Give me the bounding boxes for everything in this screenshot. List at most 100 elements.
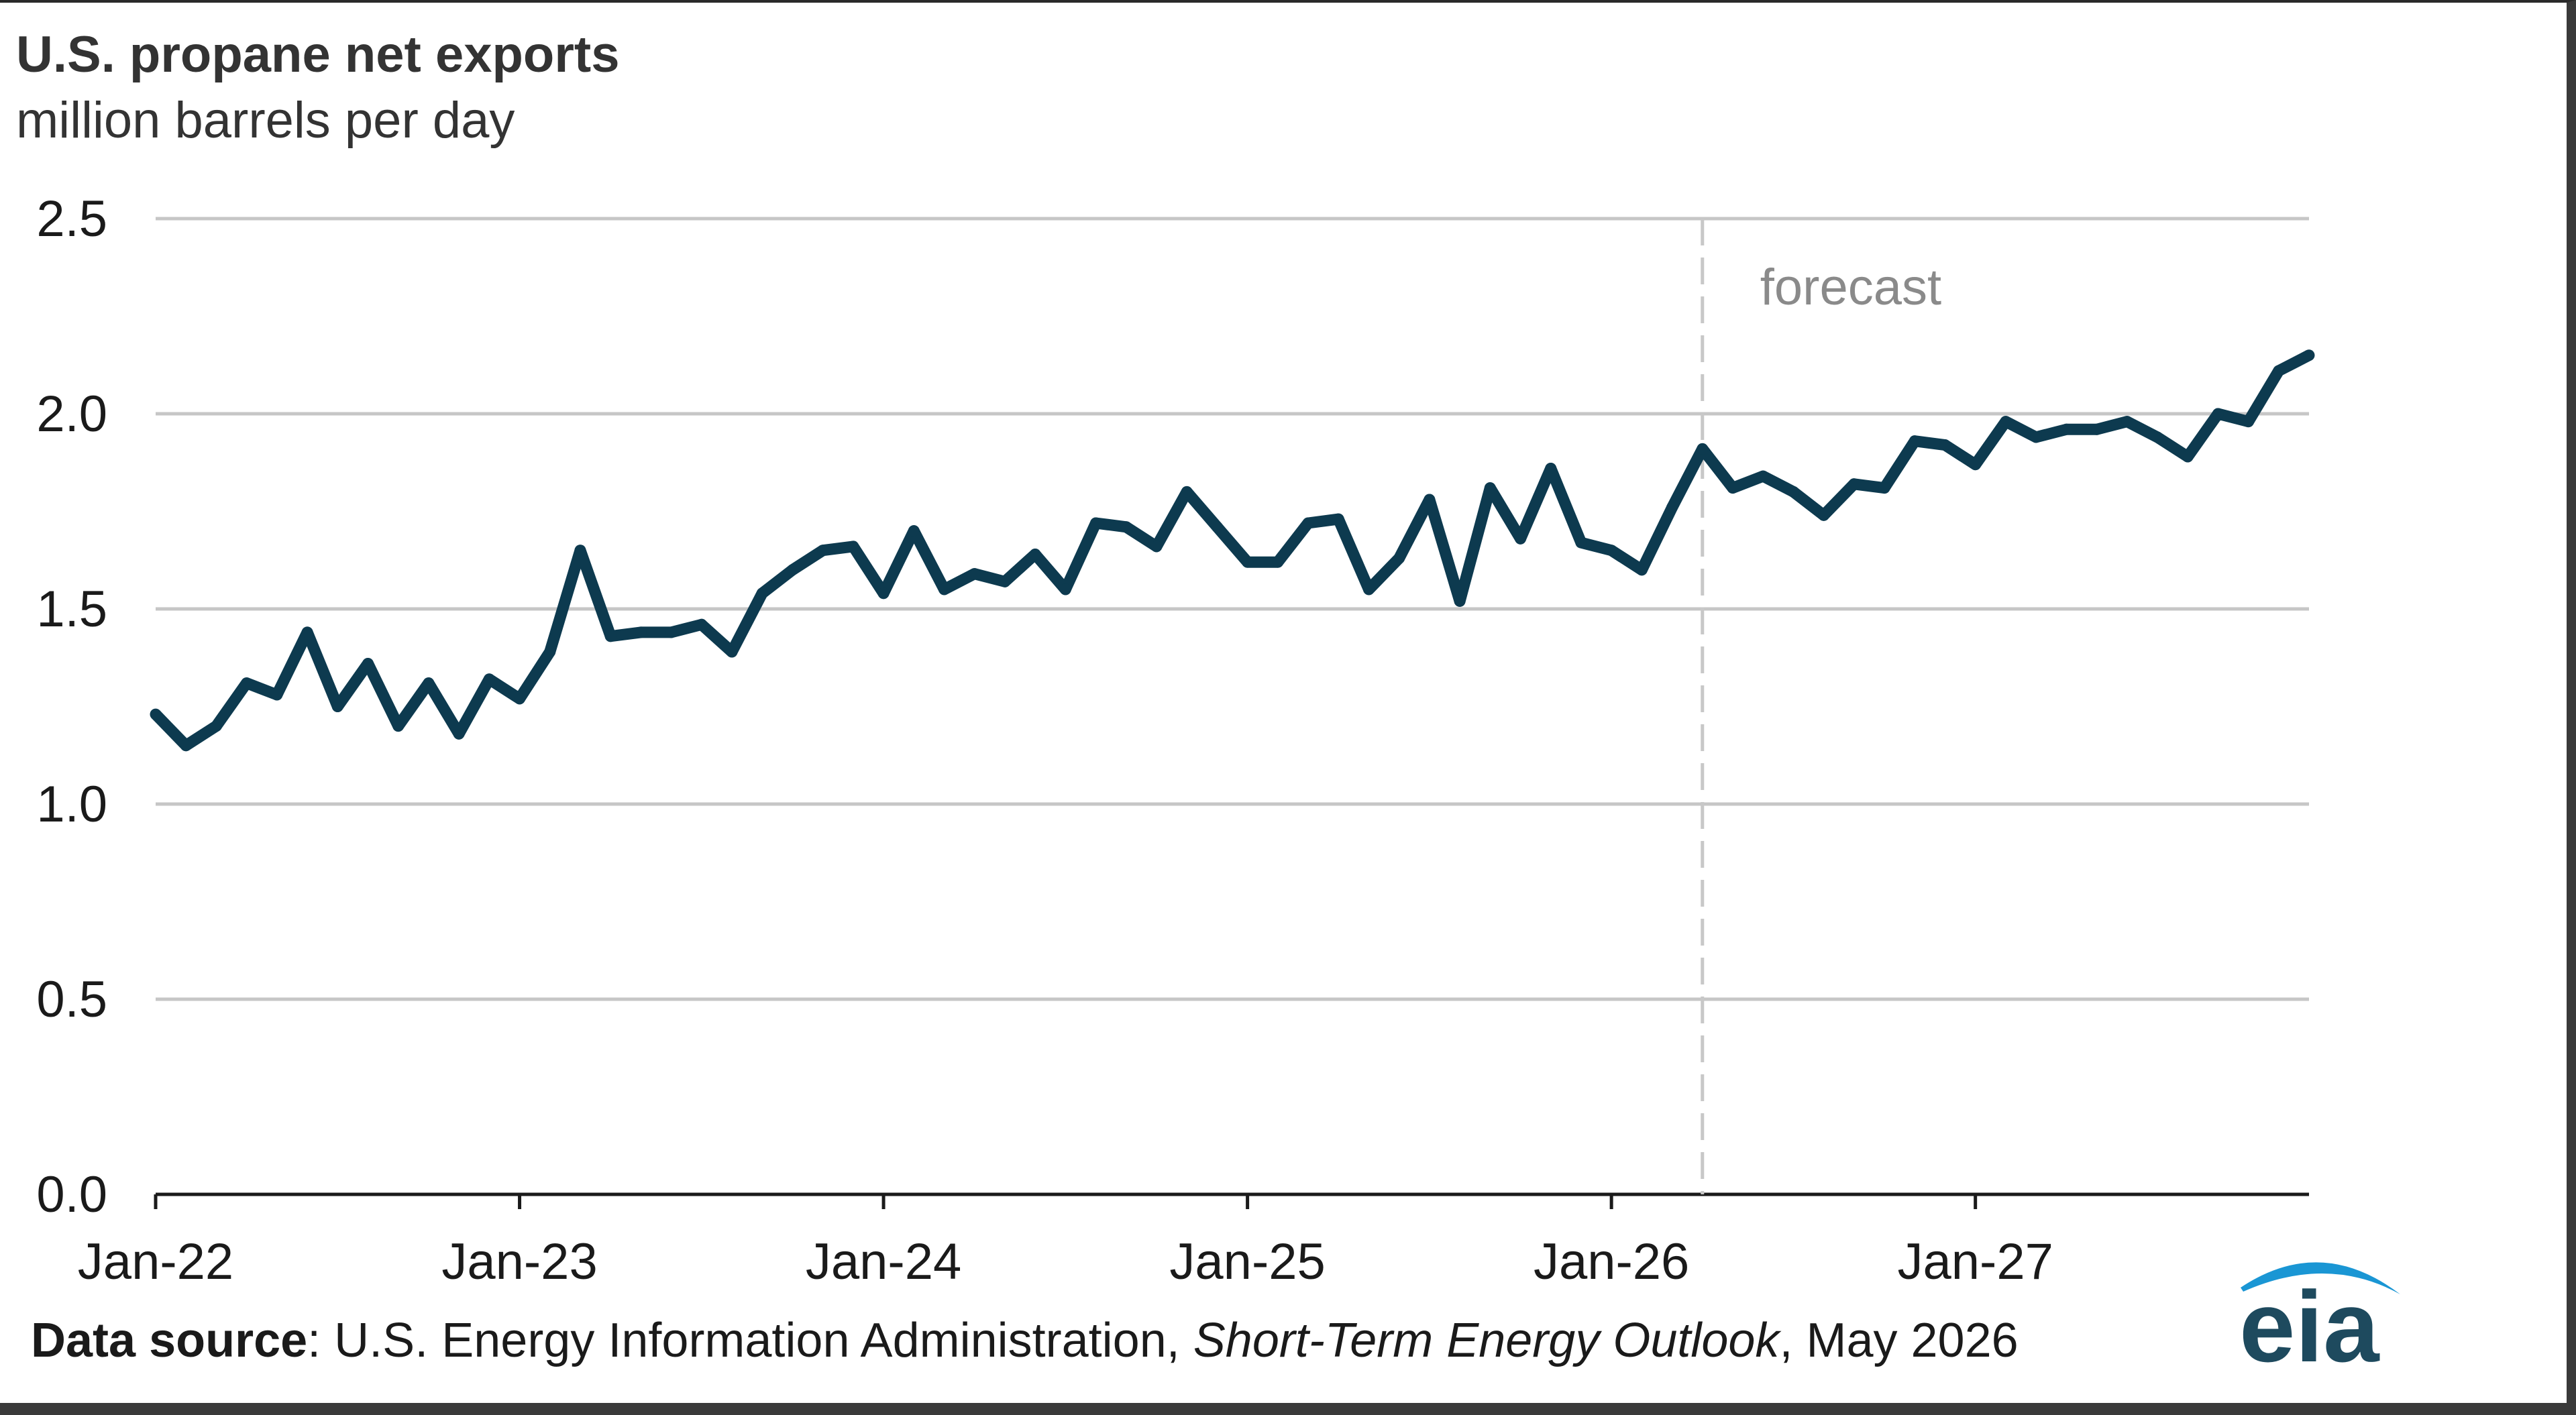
- data-point: [999, 575, 1011, 587]
- data-point: [908, 525, 920, 537]
- x-tick-label: Jan-26: [1534, 1233, 1689, 1290]
- data-point: [210, 720, 222, 732]
- data-point: [1424, 494, 1436, 506]
- data-point: [1787, 486, 1799, 498]
- data-point: [1272, 556, 1284, 568]
- data-point: [1970, 459, 1982, 471]
- data-point: [2000, 416, 2012, 428]
- data-point: [423, 677, 435, 689]
- data-point: [1484, 482, 1496, 494]
- data-point: [392, 720, 405, 732]
- y-tick-label: 1.5: [36, 581, 107, 638]
- y-axis-ticks: 0.0 0.5 1.0 1.5 2.0 2.5: [36, 190, 107, 1223]
- data-point: [1909, 435, 1921, 447]
- chart-title: U.S. propane net exports: [16, 26, 620, 83]
- data-point: [1818, 509, 1830, 521]
- series-layer: [150, 349, 2315, 752]
- eia-logo: eia: [2239, 1262, 2400, 1375]
- y-tick-label: 0.5: [36, 971, 107, 1028]
- data-point: [241, 677, 253, 689]
- data-point: [1545, 462, 1557, 474]
- source-date: , May 2026: [1779, 1314, 2019, 1367]
- series-line: [151, 350, 2312, 752]
- data-point: [1120, 521, 1132, 533]
- data-point: [635, 626, 647, 638]
- data-point: [1939, 439, 1951, 451]
- data-point: [1454, 595, 1466, 607]
- data-point: [1150, 541, 1163, 553]
- source-publication: Short-Term Energy Outlook: [1193, 1314, 1780, 1367]
- x-tick-label: Jan-22: [78, 1233, 233, 1290]
- data-point: [514, 693, 526, 705]
- source-text: : U.S. Energy Information Administration…: [307, 1314, 1193, 1367]
- data-point: [1666, 502, 1678, 514]
- y-tick-label: 0.0: [36, 1166, 107, 1223]
- data-point: [2243, 416, 2255, 428]
- data-point: [2060, 423, 2072, 435]
- data-point: [756, 587, 768, 600]
- data-source-note: Data source: U.S. Energy Information Adm…: [31, 1313, 2019, 1368]
- data-point: [938, 583, 950, 596]
- data-point: [150, 708, 162, 720]
- data-point: [2303, 349, 2315, 361]
- data-point: [726, 646, 738, 658]
- data-point: [1181, 486, 1193, 498]
- data-point: [817, 545, 829, 557]
- data-point: [2182, 451, 2194, 463]
- data-point: [1302, 517, 1314, 529]
- forecast-label: forecast: [1760, 259, 1941, 316]
- data-point: [877, 587, 890, 600]
- data-point: [1757, 470, 1769, 482]
- data-point: [2030, 431, 2042, 443]
- data-point: [696, 618, 708, 630]
- x-tick-label: Jan-23: [441, 1233, 597, 1290]
- data-point: [1635, 564, 1648, 576]
- data-point: [271, 689, 283, 701]
- data-point: [180, 740, 192, 752]
- logo-swoosh: [2241, 1262, 2400, 1294]
- data-point: [969, 568, 981, 580]
- data-point: [1878, 482, 1890, 494]
- data-point: [1575, 536, 1587, 549]
- x-axis-ticks: Jan-22 Jan-23 Jan-24 Jan-25 Jan-26 Jan-27: [78, 1194, 2053, 1290]
- data-point: [1362, 583, 1375, 596]
- data-point: [1605, 545, 1617, 557]
- data-point: [1393, 552, 1405, 564]
- gridlines: [156, 217, 2309, 1001]
- y-tick-label: 2.0: [36, 386, 107, 443]
- logo-text: eia: [2239, 1270, 2380, 1375]
- data-point: [2091, 423, 2103, 435]
- x-tick-label: Jan-25: [1169, 1233, 1325, 1290]
- data-point: [453, 728, 465, 740]
- data-point: [847, 541, 859, 553]
- data-point: [1727, 482, 1739, 494]
- data-point: [2151, 431, 2163, 443]
- data-point: [2212, 408, 2224, 420]
- x-tick-label: Jan-24: [806, 1233, 961, 1290]
- data-point: [1090, 517, 1102, 529]
- y-tick-label: 1.0: [36, 776, 107, 833]
- data-point: [1332, 513, 1344, 525]
- data-point: [1211, 521, 1223, 533]
- data-point: [2121, 416, 2133, 428]
- data-point: [1029, 549, 1041, 561]
- data-point: [665, 626, 678, 638]
- data-point: [362, 657, 374, 669]
- data-point: [331, 701, 343, 712]
- data-point: [604, 630, 616, 642]
- data-point: [483, 673, 495, 685]
- data-point: [786, 564, 798, 576]
- data-point: [544, 646, 556, 658]
- chart-subtitle: million barrels per day: [16, 92, 515, 149]
- x-tick-label: Jan-27: [1897, 1233, 2053, 1290]
- data-point: [1697, 443, 1709, 455]
- data-point: [1059, 583, 1071, 596]
- data-point: [1848, 478, 1860, 490]
- data-point: [1515, 532, 1527, 545]
- source-label: Data source: [31, 1314, 308, 1367]
- data-point: [1242, 556, 1254, 568]
- data-point: [2273, 365, 2285, 377]
- data-point: [574, 545, 586, 557]
